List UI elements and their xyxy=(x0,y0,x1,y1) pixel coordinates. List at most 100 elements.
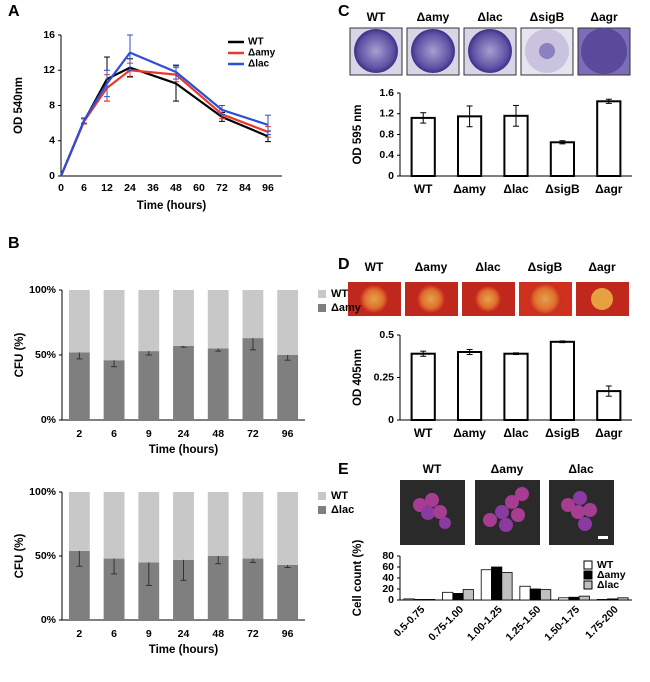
legend-label: WT xyxy=(248,37,264,48)
y-tick-label: 0 xyxy=(388,594,394,606)
image-label: ΔsigB xyxy=(530,10,565,24)
x-tick-label: 96 xyxy=(282,628,294,640)
legend-label: WT xyxy=(331,288,348,300)
y-axis-label: CFU (%) xyxy=(14,533,26,578)
y-tick-label: 0.5 xyxy=(379,329,394,341)
bar xyxy=(413,599,425,601)
bar-segment xyxy=(68,352,90,420)
panel-letter: B xyxy=(8,235,20,252)
bar xyxy=(403,598,415,601)
bar-segment xyxy=(242,338,264,420)
bar-segment xyxy=(242,492,264,559)
bar xyxy=(607,598,619,601)
y-axis-label: OD 540nm xyxy=(13,77,25,134)
x-tick-label: 84 xyxy=(239,182,251,194)
y-tick-label: 20 xyxy=(382,583,394,595)
y-tick-label: 0 xyxy=(388,414,394,426)
x-tick-label: 24 xyxy=(178,628,190,640)
bar xyxy=(491,566,503,601)
y-tick-label: 100% xyxy=(29,284,57,296)
bar-segment xyxy=(277,564,299,620)
line-segment xyxy=(106,51,131,85)
bar xyxy=(540,589,552,601)
y-tick-label: 4 xyxy=(49,135,55,147)
bar xyxy=(501,572,513,601)
x-tick-label: 9 xyxy=(146,428,152,440)
image-label: Δlac xyxy=(568,462,594,476)
x-tick-label: Δlac xyxy=(503,182,529,196)
x-tick-label: 48 xyxy=(212,428,224,440)
bar xyxy=(480,569,492,601)
line-segment xyxy=(129,69,177,76)
bar xyxy=(529,588,541,601)
y-tick-label: 0% xyxy=(41,614,57,626)
line-segment xyxy=(221,113,269,133)
y-tick-label: 1.2 xyxy=(379,108,394,120)
y-tick-label: 12 xyxy=(43,64,55,76)
bar-segment xyxy=(277,355,299,420)
bar-segment xyxy=(68,290,90,353)
legend-swatch xyxy=(583,560,593,570)
y-tick-label: 0 xyxy=(49,170,55,182)
y-tick-label: 40 xyxy=(382,572,394,584)
x-tick-label: ΔsigB xyxy=(545,426,580,440)
line-segment xyxy=(175,73,223,116)
x-tick-label: 6 xyxy=(111,428,117,440)
y-tick-label: 0 xyxy=(388,170,394,182)
legend-swatch xyxy=(318,304,326,312)
y-tick-label: 80 xyxy=(382,550,394,562)
x-tick-label: Δamy xyxy=(453,426,486,440)
x-tick-label: Δlac xyxy=(503,426,529,440)
x-tick-label: WT xyxy=(414,182,433,196)
x-tick-label: 72 xyxy=(247,428,259,440)
bar-segment xyxy=(207,290,229,349)
image-label: Δamy xyxy=(417,10,450,24)
x-tick-label: 48 xyxy=(170,182,182,194)
bar-segment xyxy=(138,290,160,352)
y-axis-label: OD 405nm xyxy=(352,349,364,406)
y-tick-label: 50% xyxy=(35,550,57,562)
x-axis-label: Time (hours) xyxy=(137,200,207,212)
line-segment xyxy=(175,71,223,111)
bar xyxy=(578,595,590,601)
x-tick-label: 1.50-1.75 xyxy=(542,603,582,643)
legend-swatch xyxy=(583,570,593,580)
x-tick-label: 72 xyxy=(247,628,259,640)
x-tick-label: 36 xyxy=(147,182,159,194)
bar xyxy=(442,591,454,601)
x-tick-label: 6 xyxy=(81,182,87,194)
legend-swatch xyxy=(318,492,326,500)
x-tick-label: 6 xyxy=(111,628,117,640)
y-tick-label: 0.8 xyxy=(379,128,394,140)
y-tick-label: 60 xyxy=(382,561,394,573)
x-tick-label: 96 xyxy=(262,182,274,194)
x-tick-label: Δamy xyxy=(453,182,486,196)
y-tick-label: 0% xyxy=(41,414,57,426)
x-tick-label: 2 xyxy=(76,628,82,640)
bar-segment xyxy=(173,345,194,420)
x-tick-label: WT xyxy=(414,426,433,440)
y-axis-label: OD 595 nm xyxy=(352,104,364,164)
panel-letter: C xyxy=(338,3,350,20)
line-segment xyxy=(129,51,177,74)
bar-segment xyxy=(138,351,160,420)
bar xyxy=(549,340,575,421)
image-label: Δamy xyxy=(491,462,524,476)
y-tick-label: 0.4 xyxy=(379,149,394,161)
legend-label: Δamy xyxy=(331,302,362,314)
bar xyxy=(462,589,474,601)
line-segment xyxy=(83,82,108,122)
bar xyxy=(452,593,464,601)
image-label: Δamy xyxy=(415,260,448,274)
y-axis-label: Cell count (%) xyxy=(352,540,364,617)
bar-segment xyxy=(103,290,125,361)
legend-swatch xyxy=(318,290,326,298)
x-tick-label: 0.75-1.00 xyxy=(426,603,466,643)
bar xyxy=(457,351,483,421)
legend-label: Δamy xyxy=(597,569,626,581)
bar xyxy=(596,599,608,601)
bar-segment xyxy=(207,492,229,556)
bar-segment xyxy=(277,492,299,565)
biofilm-images xyxy=(349,27,631,76)
x-tick-label: 48 xyxy=(212,628,224,640)
